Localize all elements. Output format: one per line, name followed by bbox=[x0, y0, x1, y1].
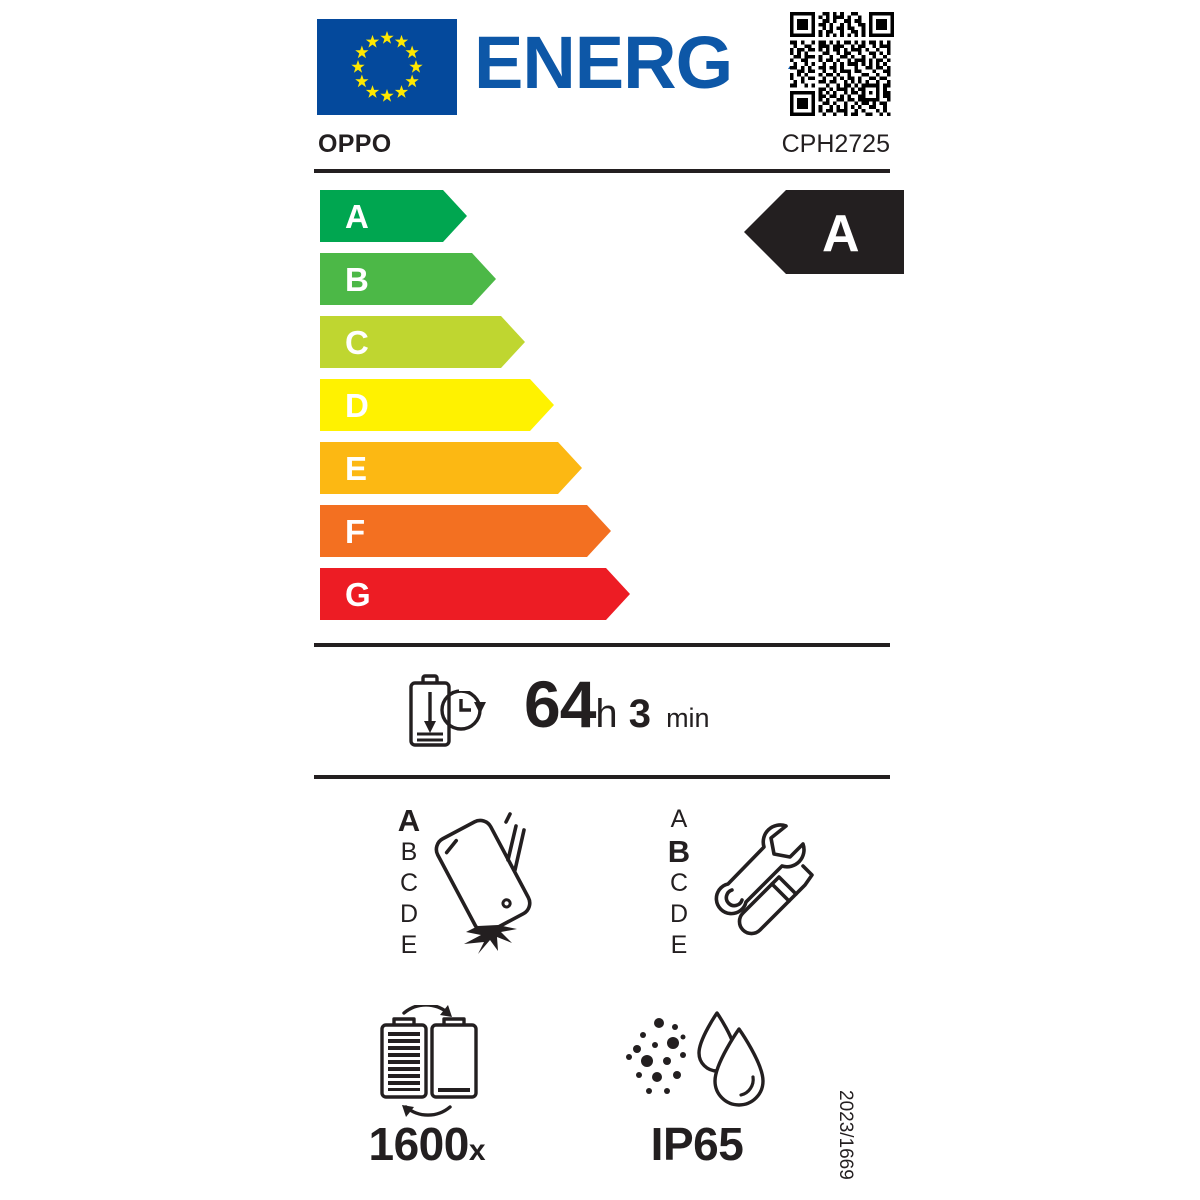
header-divider bbox=[314, 169, 890, 173]
drop-scale-letter: C bbox=[399, 869, 419, 897]
ip-code: IP65 bbox=[650, 1118, 744, 1170]
battery-cycles-icon bbox=[360, 1003, 494, 1122]
dust-water-icon bbox=[621, 1005, 773, 1118]
scale-letter: D bbox=[345, 387, 369, 424]
energy-class-scale: A B C D E bbox=[314, 190, 904, 630]
scale-arrow-c: C bbox=[320, 316, 525, 368]
repair-scale-letter: E bbox=[670, 931, 688, 959]
battery-cycles-block: 1600x bbox=[312, 1003, 542, 1190]
scale-arrow-f: F bbox=[320, 505, 611, 557]
section-divider-1 bbox=[314, 643, 890, 647]
scale-letter: E bbox=[345, 450, 367, 487]
drop-scale-letter: B bbox=[400, 838, 418, 866]
scale-arrow-e: E bbox=[320, 442, 582, 494]
product-identity-row: OPPO CPH2725 bbox=[314, 128, 890, 173]
battery-life-value: 64h 3 min bbox=[524, 666, 710, 742]
cycles-suffix: x bbox=[468, 1134, 486, 1167]
repairability-block: A B C D E bbox=[584, 800, 814, 970]
scale-letter: F bbox=[345, 513, 365, 550]
cycles-count: 1600 bbox=[368, 1118, 469, 1170]
scale-arrow-b: B bbox=[320, 253, 496, 305]
awarded-class-badge: A bbox=[744, 190, 904, 274]
battery-clock-icon bbox=[404, 672, 490, 755]
repairability-value: B bbox=[667, 834, 691, 869]
drop-resistance-value: A bbox=[397, 803, 421, 838]
awarded-class-letter: A bbox=[822, 205, 860, 263]
drop-resistance-block: A B C D E bbox=[314, 800, 544, 970]
wrench-screwdriver-icon bbox=[702, 808, 822, 953]
battery-hours-unit: h bbox=[595, 692, 618, 736]
battery-minutes: 3 bbox=[628, 692, 652, 736]
qr-code-icon bbox=[790, 12, 894, 116]
repair-scale-letter: D bbox=[669, 900, 689, 928]
section-divider-2 bbox=[314, 775, 890, 779]
scale-letter: G bbox=[345, 576, 371, 613]
repair-scale-letter: A bbox=[670, 805, 688, 833]
label-header: ENERG bbox=[314, 12, 894, 116]
scale-letter: C bbox=[345, 324, 369, 361]
energy-wordmark: ENERG bbox=[474, 21, 733, 104]
ingress-protection-block: IP65 bbox=[582, 1005, 812, 1190]
scale-letter: A bbox=[345, 198, 369, 235]
ip-rating-value: IP65 bbox=[582, 1117, 812, 1171]
scale-arrow-a: A bbox=[320, 190, 467, 242]
scale-arrow-d: D bbox=[320, 379, 554, 431]
model-identifier: CPH2725 bbox=[781, 130, 890, 158]
battery-cycles-value: 1600x bbox=[312, 1117, 542, 1171]
drop-scale-letter: E bbox=[400, 931, 418, 959]
scale-arrow-g: G bbox=[320, 568, 630, 620]
battery-life-row: 64h 3 min bbox=[314, 660, 890, 770]
battery-minutes-unit: min bbox=[666, 703, 710, 733]
drop-resistance-scale: A B C D E bbox=[392, 804, 426, 961]
supplier-name: OPPO bbox=[318, 130, 392, 158]
repair-scale-letter: C bbox=[669, 869, 689, 897]
eu-flag-icon bbox=[317, 19, 457, 115]
repairability-scale: A B C D E bbox=[662, 804, 696, 961]
battery-hours: 64 bbox=[524, 667, 596, 741]
falling-phone-icon bbox=[432, 808, 544, 963]
scale-letter: B bbox=[345, 261, 369, 298]
regulation-reference: 2023/1669 bbox=[835, 1090, 856, 1180]
drop-scale-letter: D bbox=[399, 900, 419, 928]
